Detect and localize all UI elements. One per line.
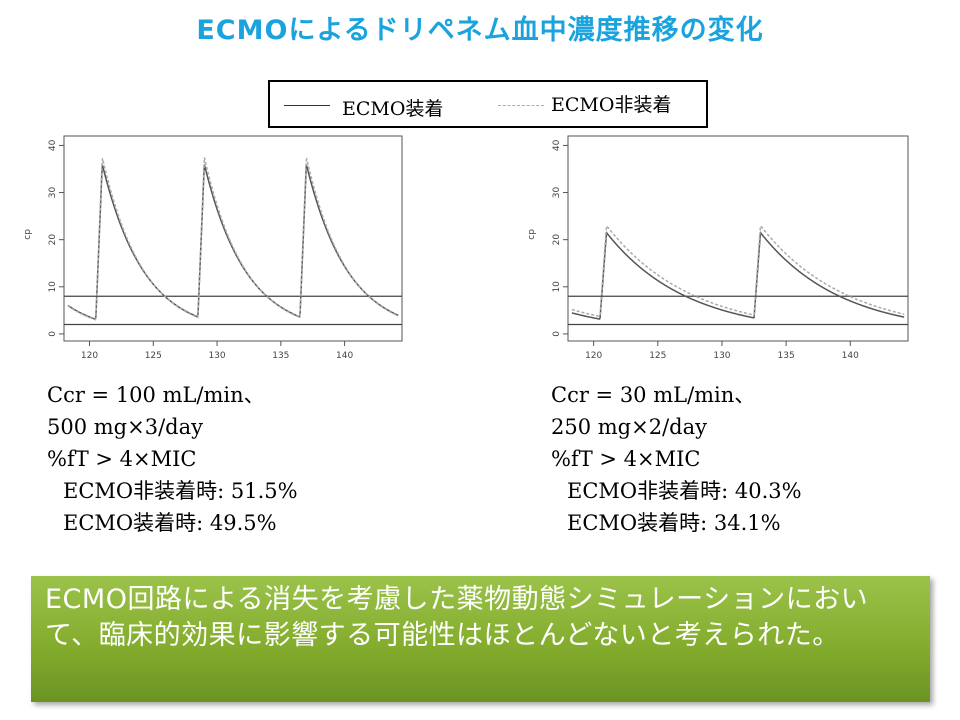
y-tick-label: 10	[552, 281, 562, 293]
x-tick-label: 135	[272, 351, 289, 361]
legend-solid-line	[284, 105, 330, 106]
x-tick-label: 130	[208, 351, 225, 361]
left-dose: 500 mg×3/day	[47, 415, 203, 439]
y-axis-label: cp	[527, 229, 537, 240]
conclusion-box: ECMO回路による消失を考慮した薬物動態シミュレーションにおいて、臨床的効果に影…	[31, 576, 930, 702]
y-tick-label: 0	[552, 331, 562, 337]
plot-frame	[63, 135, 403, 342]
y-tick-label: 40	[48, 139, 58, 151]
left-result-no-ecmo: ECMO非装着時: 51.5%	[63, 479, 298, 503]
y-tick-label: 40	[552, 139, 562, 151]
right-condition-text: Ccr = 30 mL/min、 250 mg×2/day %fT > 4×MI…	[551, 379, 802, 539]
y-tick-label: 20	[48, 234, 58, 246]
x-tick-label: 125	[145, 351, 162, 361]
y-tick-label: 10	[48, 281, 58, 293]
slide-title: ECMOによるドリペネム血中濃度推移の変化	[196, 15, 764, 46]
x-tick-label: 135	[778, 351, 795, 361]
chart-legend: ECMO装着 ECMO非装着	[268, 80, 708, 128]
y-tick-label: 30	[552, 187, 562, 199]
y-tick-label: 0	[48, 331, 58, 337]
right-dose: 250 mg×2/day	[551, 415, 707, 439]
right-ccr: Ccr = 30 mL/min、	[551, 383, 756, 407]
left-target: %fT > 4×MIC	[47, 447, 197, 471]
legend-label-no-ecmo: ECMO非装着	[551, 94, 672, 116]
series-line-no-ecmo	[67, 157, 399, 321]
x-tick-label: 120	[585, 351, 602, 361]
x-tick-label: 120	[81, 351, 98, 361]
right-target: %fT > 4×MIC	[551, 447, 701, 471]
x-tick-label: 140	[842, 351, 859, 361]
series-line-ecmo	[571, 231, 905, 320]
legend-dashed-line	[498, 105, 544, 106]
right-result-ecmo: ECMO装着時: 34.1%	[567, 511, 781, 535]
left-condition-text: Ccr = 100 mL/min、 500 mg×3/day %fT > 4×M…	[47, 379, 298, 539]
x-tick-label: 125	[649, 351, 666, 361]
x-tick-label: 130	[713, 351, 730, 361]
left-ccr: Ccr = 100 mL/min、	[47, 383, 265, 407]
plot-frame	[567, 135, 909, 342]
series-line-no-ecmo	[571, 223, 905, 318]
concentration-chart-right: 0 10 20 30 40 cp 120 125 130 135 140	[527, 135, 909, 361]
concentration-chart-left: 0 10 20 30 40 cp 120 125 130 135 140	[23, 135, 403, 361]
x-tick-label: 140	[336, 351, 353, 361]
right-result-no-ecmo: ECMO非装着時: 40.3%	[567, 479, 802, 503]
y-tick-label: 20	[552, 234, 562, 246]
left-result-ecmo: ECMO装着時: 49.5%	[63, 511, 277, 535]
legend-label-ecmo: ECMO装着	[342, 98, 444, 120]
y-tick-label: 30	[48, 187, 58, 199]
y-axis-label: cp	[23, 229, 33, 240]
